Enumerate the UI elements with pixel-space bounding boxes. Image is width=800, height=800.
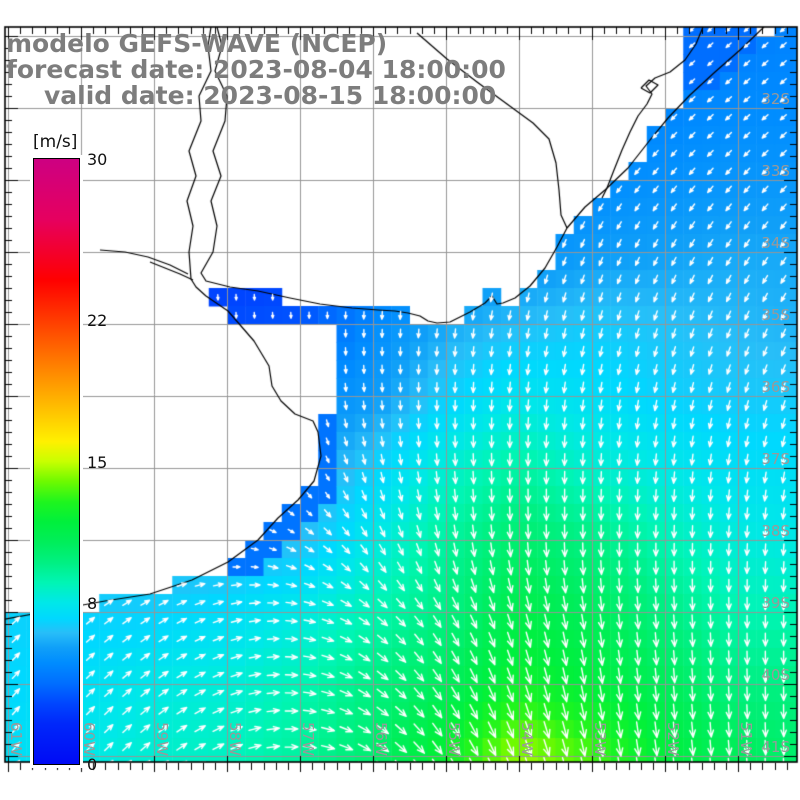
latitude-label: 40S bbox=[761, 666, 790, 684]
latitude-label: 38S bbox=[761, 522, 790, 540]
colorbar-unit-label: [m/s] bbox=[33, 132, 78, 152]
longitude-label: 53W bbox=[591, 722, 609, 756]
longitude-label: 57W bbox=[299, 722, 317, 756]
longitude-label: 60W bbox=[80, 722, 98, 756]
longitude-label: 58W bbox=[226, 722, 244, 756]
title-forecast-date: forecast date: 2023-08-04 18:00:00 bbox=[6, 55, 506, 84]
colorbar-tick-label: 30 bbox=[87, 150, 108, 169]
longitude-label: 56W bbox=[372, 722, 390, 756]
latitude-label: 34S bbox=[761, 234, 790, 252]
colorbar-tick-label: 22 bbox=[87, 311, 108, 331]
latitude-label: 41S bbox=[761, 738, 790, 756]
latitude-label: 32S bbox=[761, 90, 790, 108]
colorbar-gradient bbox=[33, 158, 80, 765]
longitude-label: 54W bbox=[518, 722, 536, 756]
latitude-label: 35S bbox=[761, 306, 790, 324]
longitude-label: 51W bbox=[737, 722, 755, 756]
title-model-name: modelo GEFS-WAVE (NCEP) bbox=[6, 29, 388, 58]
latitude-label: 36S bbox=[761, 378, 790, 396]
longitude-label: 55W bbox=[445, 722, 463, 756]
colorbar-tick-label: 15 bbox=[87, 452, 108, 472]
colorbar-tick-label: 8 bbox=[87, 593, 98, 613]
longitude-label: 52W bbox=[664, 722, 682, 756]
longitude-label: 59W bbox=[153, 722, 171, 756]
latitude-label: 33S bbox=[761, 162, 790, 180]
title-valid-date: valid date: 2023-08-15 18:00:00 bbox=[44, 81, 497, 110]
longitude-label: 61W bbox=[7, 722, 25, 756]
colorbar bbox=[30, 155, 83, 768]
colorbar-tick-label: 0 bbox=[87, 755, 98, 774]
latitude-label: 39S bbox=[761, 594, 790, 612]
latitude-label: 37S bbox=[761, 450, 790, 468]
